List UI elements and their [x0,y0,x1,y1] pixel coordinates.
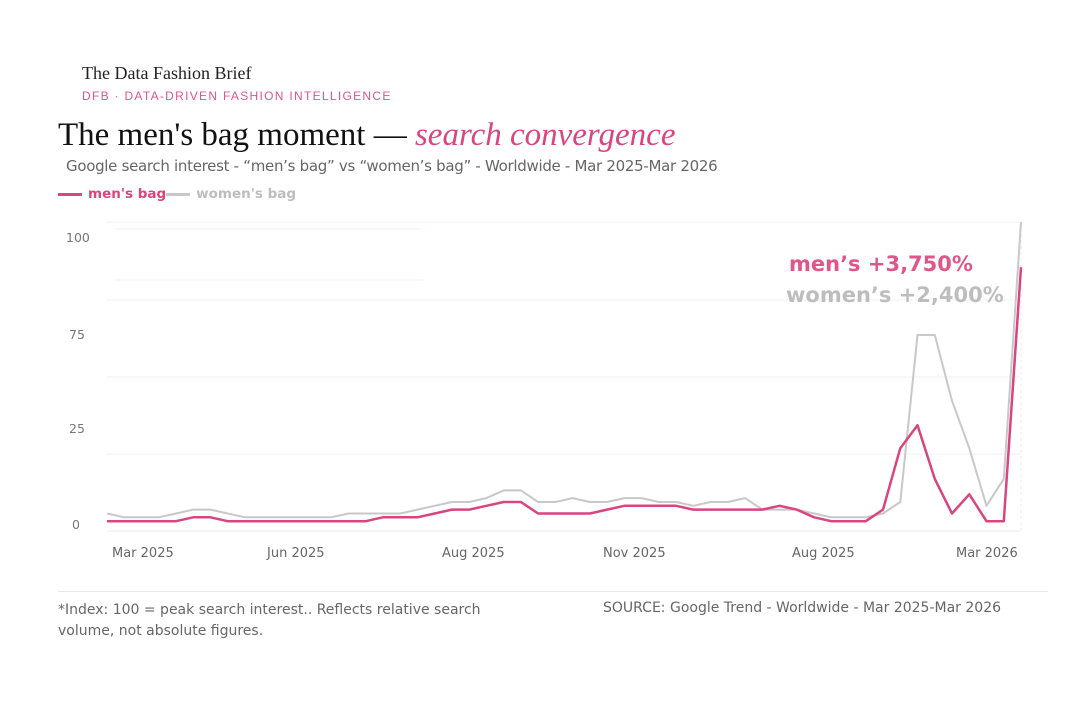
title-accent: search convergence [414,117,676,153]
y-tick-75: 75 [69,327,85,342]
y-tick-100: 100 [66,230,90,245]
legend-item-women: women's bag [166,186,296,202]
legend-swatch-women [166,192,191,196]
men-bag-line [107,267,1023,523]
x-tick-nov-2025: Nov 2025 [603,546,666,561]
gridlines [107,221,1022,532]
annotation-women-growth: women’s +2,400% [786,283,1004,307]
brand-tagline: DFB · DATA-DRIVEN FASHION INTELLIGENCE [82,89,392,103]
legend-label-women: women's bag [196,186,297,202]
chart-title: The men's bag moment — search convergenc… [58,117,675,154]
y-tick-0: 0 [72,517,80,532]
x-tick-aug-2025-b: Aug 2025 [792,546,855,561]
legend-swatch-men [58,192,82,196]
x-tick-mar-2025: Mar 2025 [112,546,174,561]
chart-legend: men's bag women's bag [58,186,296,202]
women-bag-line [106,221,1022,519]
footnote: *Index: 100 = peak search interest.. Ref… [58,602,481,639]
footer-divider [58,591,1048,592]
chart-subtitle: Google search interest - “men’s bag” vs … [66,157,718,175]
x-tick-mar-2026: Mar 2026 [956,546,1018,561]
source-note: SOURCE: Google Trend - Worldwide - Mar 2… [603,600,1002,616]
annotation-men-growth: men’s +3,750% [789,252,973,276]
y-tick-25: 25 [69,421,85,436]
legend-label-men: men's bag [88,186,167,202]
x-tick-jun-2025: Jun 2025 [267,546,325,561]
legend-item-men: men's bag [58,186,166,202]
x-tick-aug-2025: Aug 2025 [442,546,505,561]
title-main: The men's bag moment — [58,117,415,153]
brand-name: The Data Fashion Brief [82,63,252,83]
